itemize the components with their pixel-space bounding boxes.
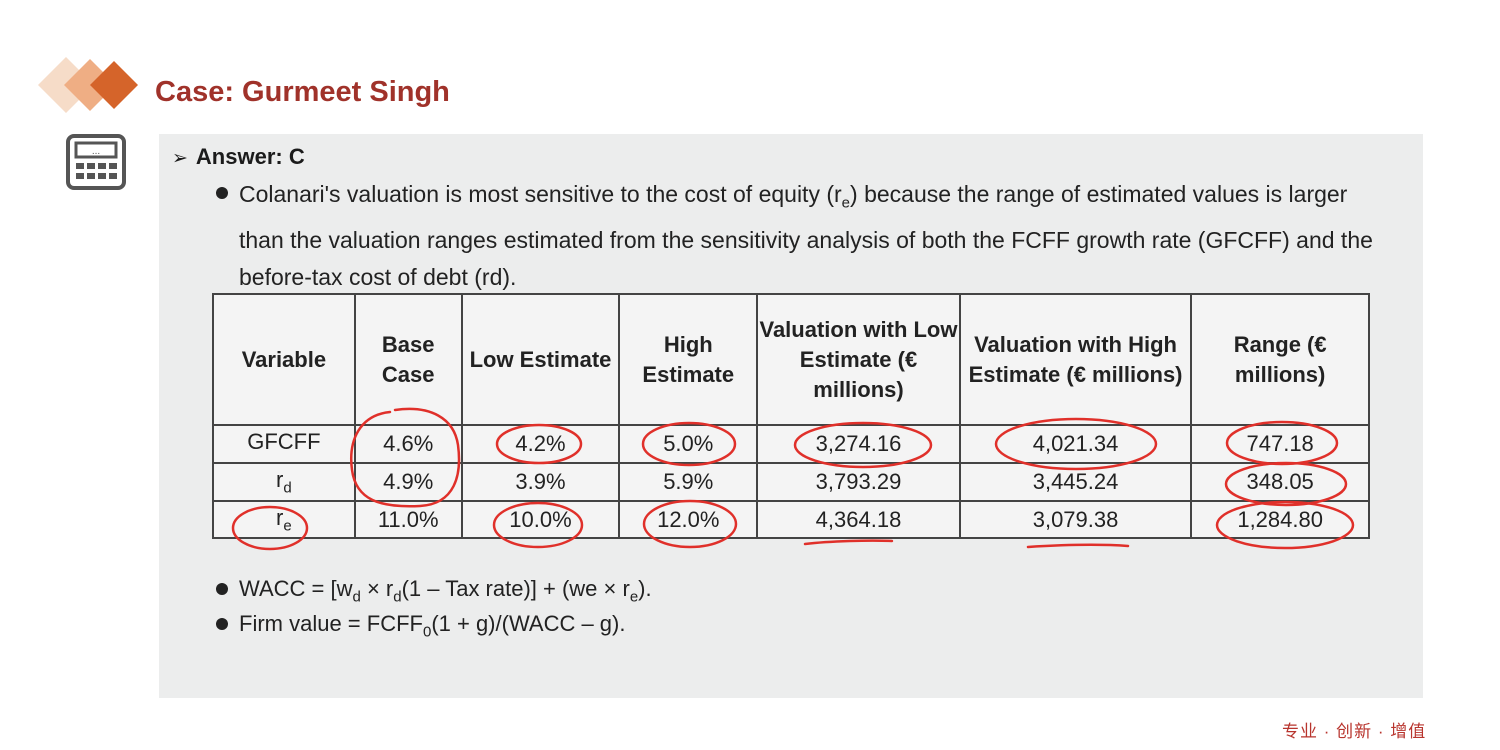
answer-text: Answer: C [195, 144, 305, 169]
cell-high-estimate: 5.0% [618, 424, 759, 464]
explanation-sub: e [841, 194, 851, 212]
cell-low-estimate: 4.2% [460, 424, 621, 464]
explanation-part1: Colanari's valuation is most sensitive t… [239, 181, 842, 207]
answer-heading: ➢ Answer: C [172, 144, 305, 170]
cell-base-case: 4.6% [353, 424, 463, 464]
table-row: GFCFF 4.6% 4.2% 5.0% 3,274.16 4,021.34 7… [212, 424, 1370, 464]
table-row: rd 4.9% 3.9% 5.9% 3,793.29 3,445.24 348.… [212, 462, 1370, 502]
header-high-estimate: High Estimate [618, 293, 759, 426]
cell-low-estimate: 10.0% [460, 500, 621, 539]
cell-base-case: 4.9% [353, 462, 463, 502]
cell-base-case: 11.0% [353, 500, 463, 539]
explanation-part2: ) because the range of estimated values … [239, 181, 1373, 290]
header-base-case: Base Case [353, 293, 463, 426]
sensitivity-table: Variable Base Case Low Estimate High Est… [212, 293, 1370, 539]
header-valuation-high: Valuation with High Estimate (€ millions… [958, 293, 1193, 426]
cell-valuation-low: 3,793.29 [756, 462, 961, 502]
table-row: re 11.0% 10.0% 12.0% 4,364.18 3,079.38 1… [212, 500, 1370, 539]
header-range: Range (€ millions) [1190, 293, 1370, 426]
cell-valuation-low: 4,364.18 [756, 500, 961, 539]
cell-low-estimate: 3.9% [460, 462, 621, 502]
cell-range: 747.18 [1190, 424, 1370, 464]
header-low-estimate: Low Estimate [460, 293, 621, 426]
cell-range: 348.05 [1190, 462, 1370, 502]
cell-range: 1,284.80 [1190, 500, 1370, 539]
cell-variable: rd [212, 462, 356, 502]
header-valuation-low: Valuation with Low Estimate (€ millions) [756, 293, 961, 426]
bullet-dot-icon [216, 618, 228, 630]
cell-valuation-low: 3,274.16 [756, 424, 961, 464]
wacc-formula: WACC = [wd × rd(1 – Tax rate)] + (we × r… [239, 576, 652, 606]
footer-slogan: 专业 · 创新 · 增值 [1282, 722, 1427, 741]
firm-value-formula: Firm value = FCFF0(1 + g)/(WACC – g). [239, 611, 626, 641]
bullet-dot-icon [216, 187, 228, 199]
cell-valuation-high: 3,445.24 [958, 462, 1193, 502]
slide-title: Case: Gurmeet Singh [155, 76, 450, 108]
logo-diamonds-icon [38, 57, 138, 113]
cell-variable: re [212, 500, 356, 539]
explanation-paragraph: Colanari's valuation is most sensitive t… [239, 176, 1389, 296]
cell-high-estimate: 12.0% [618, 500, 759, 539]
svg-text:...: ... [92, 146, 100, 157]
bullet-dot-icon [216, 583, 228, 595]
table-header-row: Variable Base Case Low Estimate High Est… [212, 293, 1370, 426]
cell-variable: GFCFF [212, 424, 356, 464]
arrow-bullet-icon: ➢ [172, 148, 188, 169]
cell-valuation-high: 3,079.38 [958, 500, 1193, 539]
header-variable: Variable [212, 293, 356, 426]
calculator-icon: ... [66, 134, 126, 190]
cell-high-estimate: 5.9% [618, 462, 759, 502]
cell-valuation-high: 4,021.34 [958, 424, 1193, 464]
